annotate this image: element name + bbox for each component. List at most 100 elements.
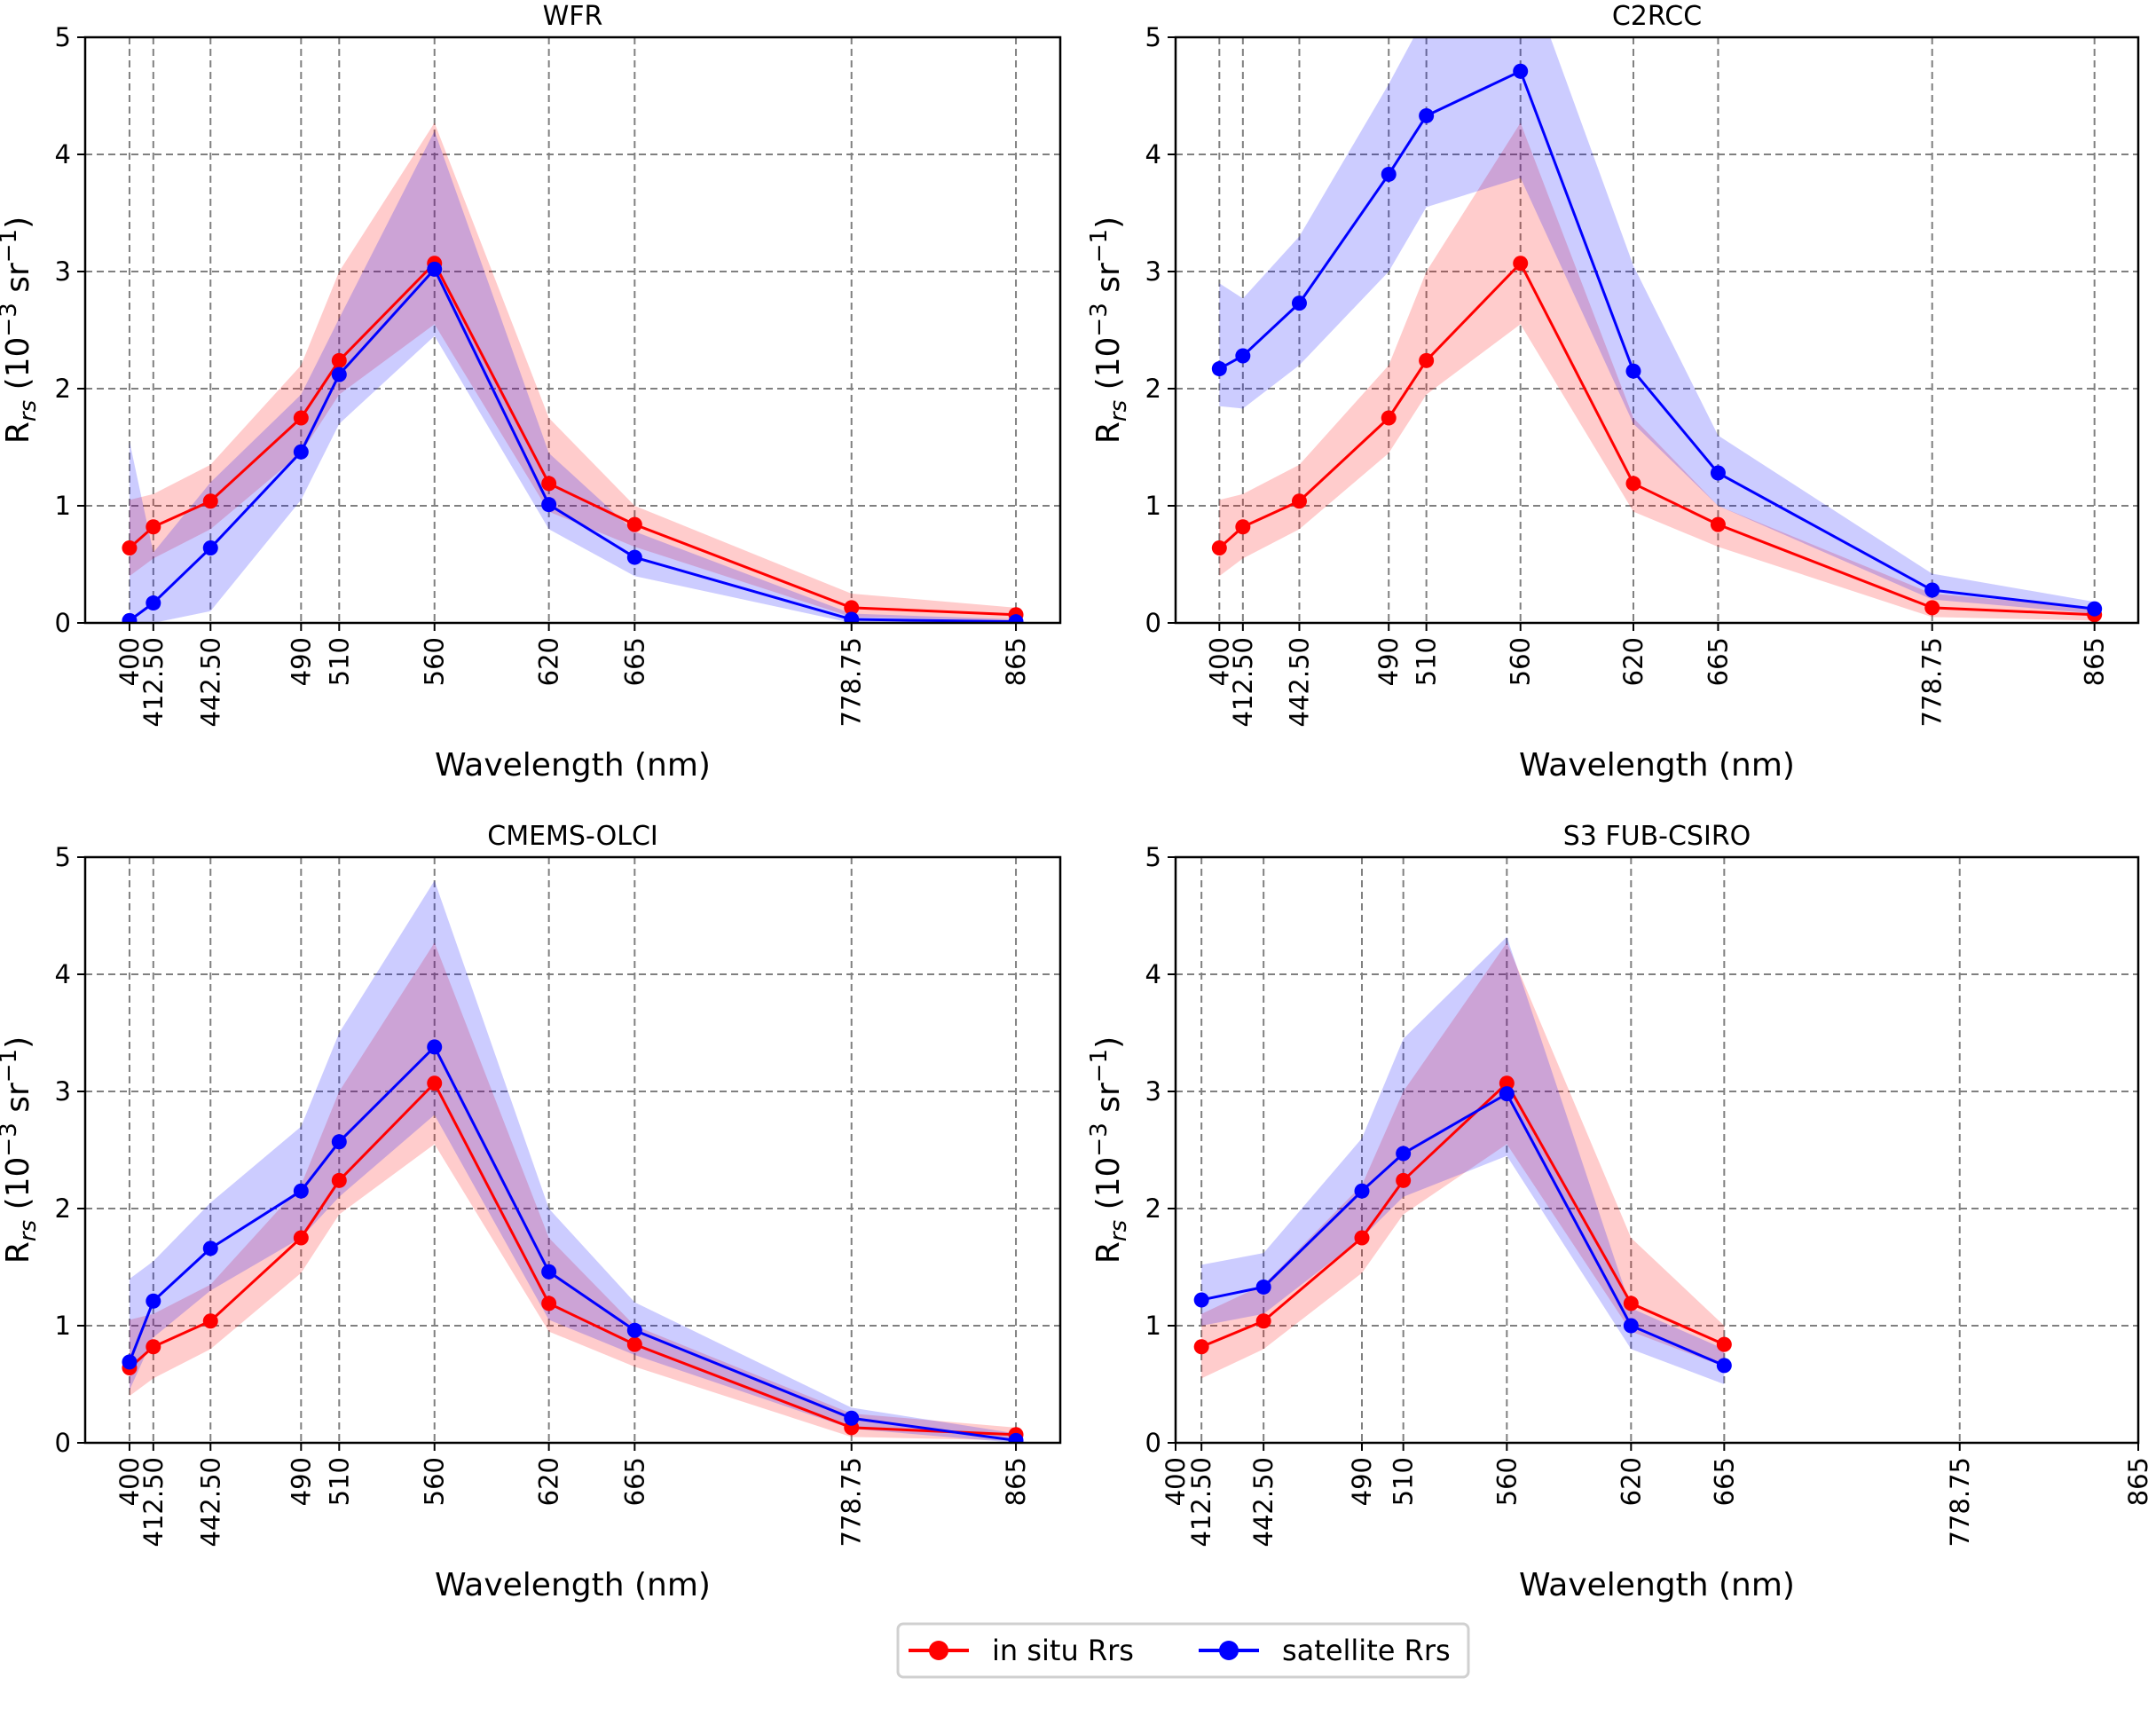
y-axis-label-part: ) bbox=[0, 217, 36, 229]
point-satellite bbox=[2087, 601, 2103, 617]
band-in-situ bbox=[129, 122, 1017, 621]
y-axis-label-part: sr bbox=[1090, 1083, 1127, 1122]
band-satellite bbox=[1201, 936, 1725, 1384]
point-in-situ bbox=[331, 352, 347, 368]
y-axis-label-part: sr bbox=[0, 1083, 36, 1122]
y-tick-label: 3 bbox=[1145, 256, 1161, 287]
point-in-situ bbox=[626, 1336, 642, 1352]
point-in-situ bbox=[1381, 410, 1397, 426]
y-tick-label: 1 bbox=[55, 1311, 71, 1341]
y-axis-label-part: ) bbox=[1090, 1036, 1127, 1049]
point-in-situ bbox=[1291, 493, 1307, 509]
y-tick-label: 1 bbox=[1145, 1311, 1161, 1341]
x-tick-label: 778.75 bbox=[1945, 1457, 1975, 1547]
point-satellite bbox=[331, 366, 347, 382]
point-satellite bbox=[331, 1134, 347, 1150]
point-in-situ bbox=[1499, 1075, 1515, 1091]
point-satellite bbox=[1419, 107, 1435, 123]
point-satellite bbox=[293, 444, 309, 460]
point-in-situ bbox=[1255, 1313, 1271, 1329]
y-tick-label: 2 bbox=[1145, 374, 1161, 404]
point-in-situ bbox=[1625, 476, 1641, 492]
y-tick-label: 2 bbox=[1145, 1193, 1161, 1224]
point-satellite bbox=[1211, 361, 1227, 377]
x-tick-label: 620 bbox=[534, 1457, 564, 1506]
line-satellite bbox=[128, 1044, 1017, 1442]
point-in-situ bbox=[541, 1296, 557, 1311]
point-satellite bbox=[122, 1354, 138, 1370]
y-axis-label-part: −1 bbox=[1086, 1049, 1113, 1083]
x-tick-label: 400 bbox=[114, 637, 145, 686]
plot-area bbox=[122, 122, 1024, 623]
y-axis-label: Rrs (10−3 sr−1) bbox=[1086, 1036, 1132, 1264]
point-satellite bbox=[1008, 614, 1024, 623]
y-axis-label-part: (10 bbox=[1090, 337, 1127, 400]
x-tick-label: 665 bbox=[1709, 1457, 1739, 1506]
point-in-situ bbox=[1419, 352, 1435, 368]
y-axis-label-part: rs bbox=[15, 400, 42, 421]
subplot-title: S3 FUB-CSIRO bbox=[1563, 821, 1751, 852]
y-tick-label: 0 bbox=[55, 608, 71, 638]
y-tick-label: 3 bbox=[1145, 1076, 1161, 1107]
y-tick-label: 5 bbox=[1145, 22, 1161, 52]
point-satellite bbox=[1924, 582, 1940, 598]
axes-frame bbox=[1174, 35, 2140, 625]
x-tick-label: 865 bbox=[1001, 1457, 1031, 1506]
y-axis-label-part: rs bbox=[15, 1220, 42, 1241]
y-axis-label-part: sr bbox=[0, 263, 36, 303]
x-tick-label: 442.50 bbox=[195, 637, 225, 727]
x-tick-label: 865 bbox=[2123, 1457, 2153, 1506]
legend-box bbox=[896, 1622, 1470, 1679]
x-tick-label: 510 bbox=[324, 637, 354, 686]
y-axis-label: Rrs (10−3 sr−1) bbox=[0, 1036, 42, 1264]
x-tick-label: 412.50 bbox=[138, 1457, 169, 1547]
x-tick-label: 560 bbox=[420, 637, 450, 686]
x-tick-label: 865 bbox=[1001, 637, 1031, 686]
point-satellite bbox=[1513, 63, 1529, 79]
x-tick-label: 400 bbox=[1204, 637, 1234, 686]
point-satellite bbox=[1193, 1292, 1209, 1308]
point-satellite bbox=[626, 1322, 642, 1338]
point-in-situ bbox=[1354, 1230, 1370, 1246]
x-tick-label: 560 bbox=[420, 1457, 450, 1506]
point-satellite bbox=[1255, 1279, 1271, 1295]
band-satellite bbox=[1219, 37, 2095, 614]
point-in-situ bbox=[331, 1172, 347, 1188]
legend-satellite-marker bbox=[1219, 1641, 1239, 1660]
point-in-situ bbox=[202, 493, 218, 509]
point-in-situ bbox=[122, 540, 138, 556]
point-in-situ bbox=[626, 516, 642, 532]
y-tick-label: 0 bbox=[1145, 608, 1161, 638]
y-tick-label: 5 bbox=[55, 22, 71, 52]
point-in-situ bbox=[1924, 600, 1940, 616]
point-in-situ bbox=[1716, 1336, 1732, 1352]
x-tick-label: 412.50 bbox=[1186, 1457, 1216, 1547]
point-in-situ bbox=[202, 1313, 218, 1329]
point-satellite bbox=[146, 595, 161, 611]
point-satellite bbox=[122, 612, 138, 623]
x-tick-label: 778.75 bbox=[837, 1457, 867, 1547]
x-tick-label: 560 bbox=[1491, 1457, 1522, 1506]
point-in-situ bbox=[1396, 1172, 1412, 1188]
y-axis-label-part: sr bbox=[1090, 263, 1127, 303]
y-tick-label: 4 bbox=[1145, 139, 1161, 169]
point-satellite bbox=[1008, 1432, 1024, 1443]
y-axis-label-part: R bbox=[1090, 421, 1127, 444]
y-axis-label-part: R bbox=[1090, 1241, 1127, 1264]
y-axis-label-part: −3 bbox=[1086, 303, 1113, 336]
y-axis-label-part: (10 bbox=[1090, 1157, 1127, 1220]
x-axis-label: Wavelength (nm) bbox=[435, 747, 711, 784]
point-in-situ bbox=[1710, 516, 1726, 532]
y-axis-label-part: −3 bbox=[0, 303, 22, 336]
point-satellite bbox=[1623, 1318, 1639, 1334]
plot-area bbox=[122, 880, 1024, 1443]
point-satellite bbox=[1625, 363, 1641, 379]
point-satellite bbox=[427, 1039, 443, 1055]
y-axis-label-part: −1 bbox=[0, 1049, 22, 1083]
y-axis-label-part: −1 bbox=[0, 229, 22, 263]
point-in-situ bbox=[146, 519, 161, 535]
line-satellite bbox=[129, 266, 1017, 623]
point-in-situ bbox=[844, 600, 860, 616]
